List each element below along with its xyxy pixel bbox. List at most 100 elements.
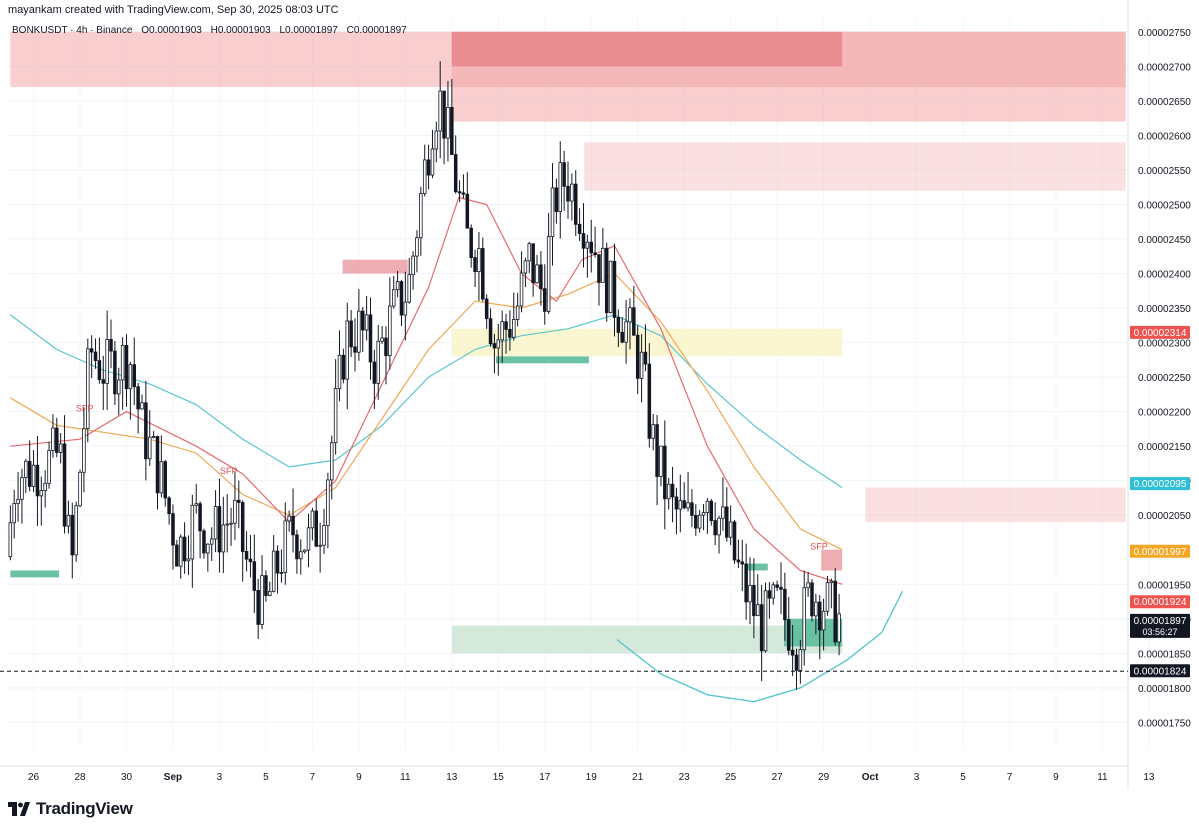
chart-credit: mayankam created with TradingView.com, S… bbox=[8, 4, 339, 16]
candle bbox=[488, 318, 493, 345]
candle bbox=[643, 351, 648, 365]
candle bbox=[213, 506, 218, 540]
y-tick-label: 0.00002700 bbox=[1138, 62, 1191, 73]
candle bbox=[268, 590, 272, 596]
candle bbox=[322, 525, 326, 546]
candle bbox=[252, 561, 257, 591]
candle bbox=[585, 241, 590, 249]
candle bbox=[786, 619, 791, 651]
candle bbox=[229, 522, 233, 525]
candle bbox=[16, 498, 20, 504]
supply_strong-zone bbox=[451, 31, 843, 67]
candle bbox=[31, 464, 36, 487]
candle bbox=[345, 320, 350, 380]
y-tick-label: 0.00002550 bbox=[1138, 166, 1191, 177]
close-value: C0.00001897 bbox=[346, 25, 407, 36]
candle bbox=[198, 503, 202, 532]
candle bbox=[217, 506, 222, 553]
candle bbox=[833, 580, 837, 643]
candle bbox=[814, 601, 818, 617]
candle bbox=[546, 236, 551, 312]
candle bbox=[341, 354, 346, 380]
candle bbox=[639, 351, 644, 379]
x-tick-label: 23 bbox=[679, 772, 691, 783]
candle bbox=[717, 517, 721, 536]
candle bbox=[620, 331, 624, 343]
candle bbox=[608, 260, 613, 314]
candle bbox=[86, 348, 90, 429]
y-tick-label: 0.00002350 bbox=[1138, 304, 1191, 315]
candle bbox=[566, 185, 570, 202]
candle bbox=[291, 515, 295, 536]
candle bbox=[713, 520, 717, 536]
candle bbox=[554, 187, 559, 213]
candle bbox=[775, 584, 779, 588]
demand-zone bbox=[10, 570, 60, 578]
price-label-box bbox=[1130, 664, 1190, 678]
symbol-label[interactable]: BONKUSDT · 4h · Binance bbox=[12, 25, 133, 36]
candle bbox=[763, 590, 768, 652]
candle bbox=[810, 582, 814, 617]
candle bbox=[256, 590, 260, 625]
candle bbox=[330, 442, 334, 481]
candle bbox=[225, 523, 229, 526]
candle bbox=[376, 340, 380, 384]
candle bbox=[128, 364, 133, 390]
candle bbox=[411, 255, 415, 276]
candle bbox=[403, 301, 408, 316]
candle bbox=[74, 505, 78, 556]
y-tick-label: 0.00001850 bbox=[1138, 649, 1191, 660]
candle bbox=[178, 536, 183, 567]
candle bbox=[798, 649, 803, 671]
candle bbox=[399, 281, 404, 316]
candle bbox=[237, 499, 241, 503]
candle bbox=[372, 361, 377, 384]
price-label: 0.00002314 bbox=[1134, 328, 1187, 339]
candle bbox=[159, 461, 164, 494]
y-tick-label: 0.00002050 bbox=[1138, 511, 1191, 522]
x-tick-label: 21 bbox=[632, 772, 644, 783]
candle bbox=[771, 584, 776, 599]
y-tick-label: 0.00002400 bbox=[1138, 270, 1191, 281]
candle bbox=[109, 339, 113, 352]
price-axis[interactable]: 0.00002750 0.00002700 0.00002650 0.00002600… bbox=[1130, 28, 1191, 730]
candle bbox=[504, 321, 508, 330]
demand-zone bbox=[495, 356, 589, 364]
candles-layer bbox=[8, 61, 841, 690]
price-label: 0.00001924 bbox=[1134, 597, 1187, 608]
x-tick-label: 26 bbox=[28, 772, 40, 783]
tradingview-logo[interactable]: TradingView bbox=[8, 799, 133, 819]
candle bbox=[407, 274, 411, 303]
candle bbox=[779, 586, 783, 590]
candle bbox=[484, 298, 489, 320]
demand_light-zone bbox=[451, 625, 843, 654]
candle bbox=[287, 515, 291, 522]
candle bbox=[155, 436, 160, 494]
candle bbox=[550, 187, 555, 238]
candle bbox=[244, 551, 249, 560]
candle bbox=[295, 534, 299, 560]
candle bbox=[194, 503, 198, 506]
candle bbox=[89, 348, 94, 353]
y-tick-label: 0.00002750 bbox=[1138, 28, 1191, 39]
candle bbox=[581, 233, 586, 249]
x-tick-label: 29 bbox=[818, 772, 830, 783]
ohlc-legend: BONKUSDT · 4h · Binance O0.00001903 H0.0… bbox=[12, 25, 413, 36]
candle bbox=[283, 520, 288, 573]
x-tick-label: 15 bbox=[493, 772, 505, 783]
price-label: 0.00002095 bbox=[1134, 479, 1187, 490]
candle bbox=[120, 344, 125, 381]
candle bbox=[380, 337, 384, 342]
candle bbox=[543, 288, 547, 312]
candle bbox=[221, 524, 226, 553]
candle bbox=[384, 337, 388, 357]
supply_light-zone bbox=[865, 487, 1126, 523]
candle bbox=[597, 254, 601, 283]
time-axis[interactable]: 26 28 30 Sep 3 5 7 9 11 13 15 17 19 21 23 25 27 29 Oct 3 5 7 9… bbox=[28, 772, 1155, 783]
candle bbox=[512, 319, 516, 338]
candle bbox=[364, 314, 369, 331]
candle bbox=[20, 477, 24, 500]
sfp-label: SFP bbox=[76, 404, 94, 414]
price-label-box bbox=[1130, 477, 1190, 491]
